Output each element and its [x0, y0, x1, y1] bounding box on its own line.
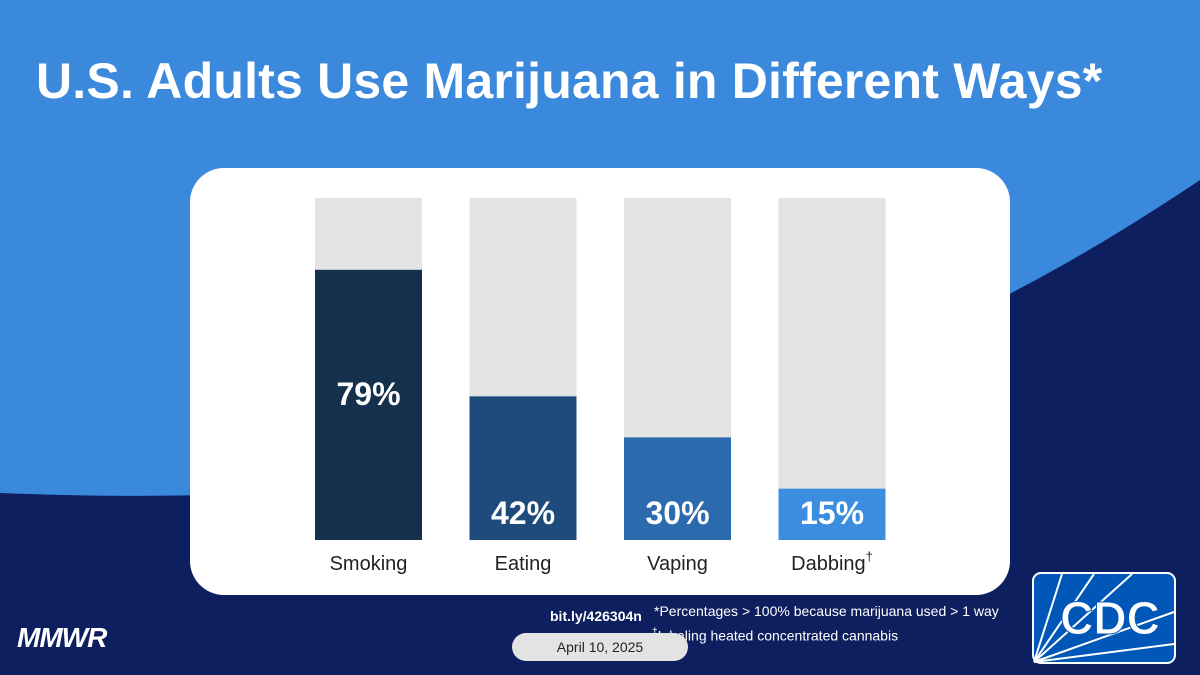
chart-card: 79% Smoking 42% Eating 30% Vaping 15% Dabbing†: [190, 168, 1010, 595]
category-label: Smoking: [330, 553, 408, 575]
footnote-dabbing: †Inhaling heated concentrated cannabis: [652, 627, 898, 644]
value-label: 42%: [491, 495, 555, 531]
value-label: 15%: [800, 495, 864, 531]
date-badge: April 10, 2025: [512, 633, 688, 661]
source-link[interactable]: bit.ly/426304n: [550, 608, 642, 624]
bar-track: [778, 198, 886, 540]
cdc-logo: CDC: [1032, 572, 1176, 664]
category-label: Dabbing†: [791, 549, 873, 575]
page-title: U.S. Adults Use Marijuana in Different W…: [36, 53, 1103, 109]
bar-eating: [469, 396, 577, 540]
bar-dabbing: [778, 488, 886, 540]
mmwr-logo: MMWR: [17, 622, 107, 653]
category-label: Vaping: [647, 553, 708, 575]
category-label: Eating: [495, 553, 552, 575]
dagger-mark: †: [652, 627, 658, 638]
bar-vaping: [624, 437, 731, 540]
value-label: 30%: [645, 495, 709, 531]
footnote-text: Inhaling heated concentrated cannabis: [657, 627, 899, 644]
bar-smoking: [315, 269, 422, 540]
bar-chart: 79% Smoking 42% Eating 30% Vaping 15% Dabbing†: [315, 198, 886, 575]
footnote-percentages: *Percentages > 100% because marijuana us…: [654, 603, 999, 619]
value-label: 79%: [336, 376, 400, 412]
svg-text:CDC: CDC: [1060, 592, 1160, 644]
